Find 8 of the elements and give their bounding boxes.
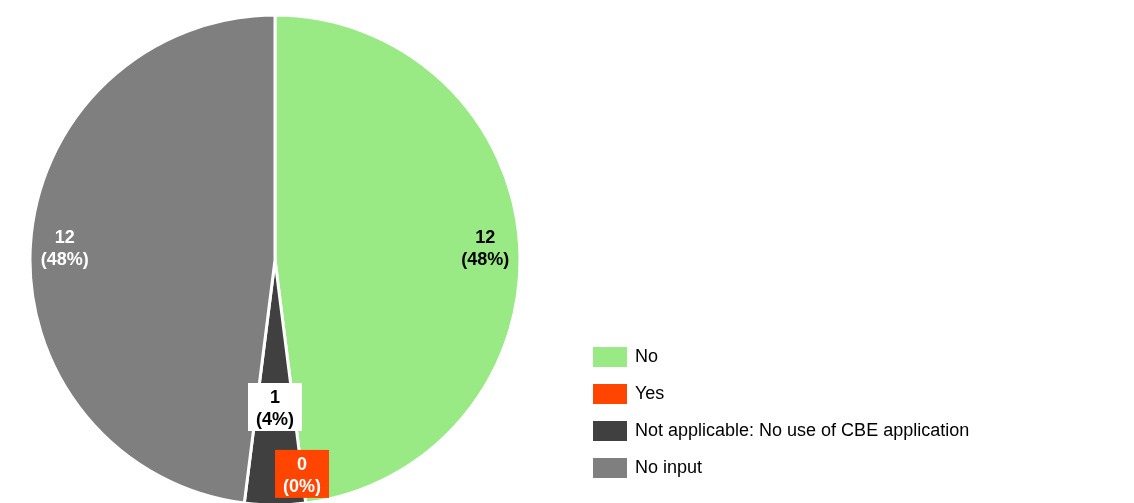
legend-label: Not applicable: No use of CBE application [635,420,970,441]
text: 0 (0%) [283,453,322,496]
legend-label: Yes [635,383,665,404]
data-label: 12 (48%) [40,226,89,269]
data-label: 1 (4%) [255,387,295,429]
data-label: 12 (48%) [461,226,510,269]
legend-label: No [635,346,659,367]
legend-label: No input [635,457,703,478]
